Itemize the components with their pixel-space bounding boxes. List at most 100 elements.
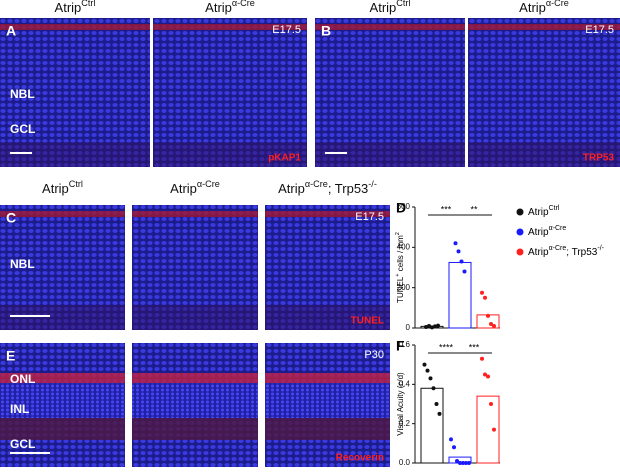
- text-piece: Ctrl: [396, 0, 410, 8]
- bar: [420, 387, 444, 464]
- data-point: [458, 461, 462, 465]
- data-point: [464, 461, 468, 465]
- marker-label: Recoverin: [336, 453, 384, 464]
- y-tick-label: 400: [397, 242, 411, 251]
- layer-label: INL: [10, 402, 29, 416]
- stage-label: E17.5: [585, 24, 614, 36]
- layer-band: [0, 383, 125, 418]
- data-point: [437, 411, 442, 416]
- marker-label: TUNEL: [351, 316, 384, 327]
- data-point: [436, 323, 440, 328]
- y-axis-label: TUNEL+ cells / mm2: [395, 232, 405, 303]
- layer-band: [468, 142, 620, 167]
- column-header: Atripα-Cre: [519, 0, 569, 15]
- text-piece: Atrip: [528, 247, 549, 258]
- text-piece: Atrip: [205, 0, 232, 15]
- data-point: [431, 386, 436, 391]
- text-piece: +: [395, 273, 401, 276]
- column-header: AtripCtrl: [55, 0, 96, 15]
- layer-band: [132, 418, 258, 440]
- data-point: [462, 269, 467, 274]
- data-point: [449, 437, 453, 442]
- layer-label: ONL: [10, 372, 35, 386]
- layer-band: [0, 24, 150, 30]
- data-point: [428, 376, 433, 381]
- layer-band: [468, 24, 620, 30]
- layer-band: [0, 305, 125, 330]
- stage-label: E17.5: [355, 211, 384, 223]
- marker-label: pKAP1: [268, 153, 301, 164]
- layer-band: [315, 24, 465, 30]
- y-tick-label: 200: [397, 283, 411, 292]
- text-piece: -/-: [368, 179, 377, 189]
- legend-entry: AtripCtrl: [528, 205, 560, 217]
- significance-label: **: [470, 204, 478, 214]
- layer-band: [132, 383, 258, 418]
- text-piece: ; Trp53: [566, 247, 598, 258]
- panel-letter: C: [6, 210, 16, 226]
- data-point: [422, 362, 427, 367]
- text-piece: Atrip: [528, 207, 549, 218]
- bar: [476, 395, 500, 464]
- text-piece: α-Cre: [305, 179, 328, 189]
- data-point: [483, 372, 487, 377]
- data-point: [455, 459, 459, 464]
- layer-band: [132, 305, 258, 330]
- text-piece: α-Cre: [232, 0, 255, 8]
- stage-label: E17.5: [272, 24, 301, 36]
- text-piece: Atrip: [170, 181, 197, 196]
- data-point: [483, 295, 487, 300]
- y-tick-label: 0.2: [399, 419, 411, 428]
- data-point: [467, 461, 471, 465]
- significance-label: ***: [469, 342, 480, 352]
- data-point: [456, 249, 461, 254]
- y-tick-label: 0.6: [399, 340, 411, 349]
- data-point: [453, 241, 458, 246]
- data-point: [486, 313, 490, 318]
- text-piece: -/-: [597, 245, 604, 252]
- y-tick-label: 600: [397, 202, 411, 211]
- column-header: Atripα-Cre; Trp53-/-: [278, 179, 377, 196]
- y-axis-label: Visual Acuity (c/d): [396, 372, 405, 436]
- text-piece: TUNEL: [396, 276, 405, 303]
- layer-band: [265, 418, 390, 440]
- data-point: [459, 259, 464, 264]
- y-tick-label: 0.4: [399, 379, 411, 388]
- column-header: AtripCtrl: [370, 0, 411, 15]
- layer-band: [0, 211, 125, 217]
- layer-band: [265, 383, 390, 418]
- panel-letter: D: [396, 200, 406, 216]
- data-point: [486, 374, 490, 379]
- text-piece: Ctrl: [69, 179, 83, 189]
- text-piece: 2: [395, 232, 401, 235]
- panel-letter: E: [6, 348, 15, 364]
- layer-band: [153, 24, 307, 30]
- text-piece: cells / mm: [396, 235, 405, 274]
- panel-letter: F: [396, 338, 405, 354]
- significance-label: ****: [439, 342, 454, 352]
- layer-band: [132, 373, 258, 383]
- data-point: [434, 402, 439, 406]
- data-point: [480, 290, 484, 295]
- data-point: [430, 325, 434, 330]
- data-point: [425, 368, 430, 373]
- layer-band: [132, 211, 258, 217]
- legend-entry: Atripα-Cre; Trp53-/-: [528, 245, 605, 257]
- layer-label: GCL: [10, 122, 35, 136]
- layer-band: [0, 418, 125, 440]
- text-piece: α-Cre: [197, 179, 220, 189]
- text-piece: Atrip: [370, 0, 397, 15]
- legend-marker: [516, 248, 524, 256]
- layer-band: [265, 211, 390, 217]
- data-point: [480, 356, 484, 361]
- panel-letter: B: [321, 23, 331, 39]
- column-header: AtripCtrl: [42, 179, 83, 196]
- text-piece: Atrip: [278, 181, 305, 196]
- data-point: [424, 324, 428, 329]
- bar: [448, 261, 472, 329]
- data-point: [489, 402, 493, 406]
- legend-marker: [516, 208, 524, 216]
- data-point: [461, 461, 465, 465]
- data-point: [427, 323, 431, 328]
- text-piece: α-Cre: [549, 245, 567, 252]
